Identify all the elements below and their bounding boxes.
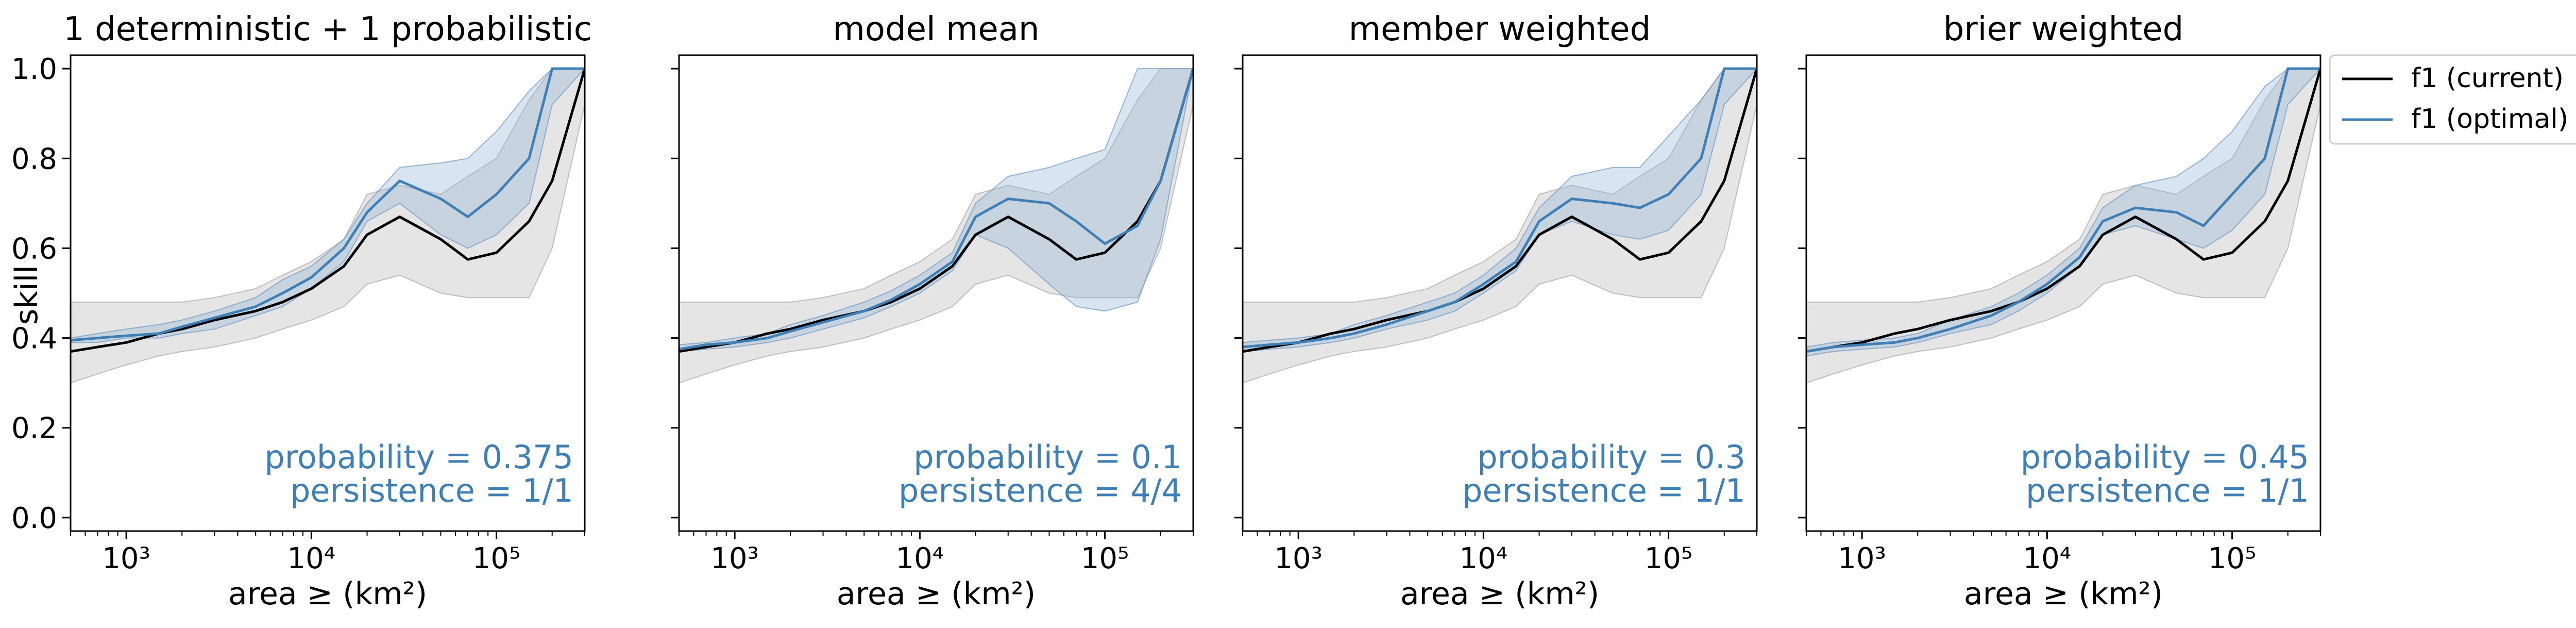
axes-frame: [1805, 54, 2321, 532]
legend-optimal-label: f1 (optimal): [2411, 104, 2568, 135]
x-tick-label: 10⁵: [2208, 542, 2257, 575]
band-series-2: [679, 68, 1193, 352]
y-tick-label: 0.0: [11, 502, 57, 535]
y-tick-label: 1.0: [11, 53, 57, 86]
line-series-1: [1806, 68, 2320, 353]
x-tick-label: 10⁴: [2023, 542, 2072, 575]
x-tick-label: 10³: [1274, 542, 1323, 575]
plot-area: [679, 68, 1193, 384]
annotation-persistence: persistence = 4/4: [899, 472, 1182, 509]
x-tick-label: 10⁴: [287, 542, 336, 575]
x-tick-label: 10³: [102, 542, 150, 575]
band-series-1: [679, 68, 1193, 384]
annotation-persistence: persistence = 1/1: [1462, 472, 1745, 509]
x-tick-label: 10³: [710, 542, 759, 575]
plot-area: [1806, 67, 2320, 384]
y-tick-label: 0.8: [11, 142, 57, 176]
line-series-2: [679, 68, 1193, 351]
y-tick-label: 0.6: [11, 232, 57, 266]
axes-frame: [70, 54, 586, 532]
panel-4: 10³ 10⁴ 10⁵ brier weighted area ≥ (km²) proba…: [1798, 10, 2321, 612]
panel-title: member weighted: [1349, 10, 1651, 48]
plot-area: [1243, 67, 1757, 384]
axes-frame: [1242, 54, 1758, 532]
band-series-2: [1806, 68, 2320, 357]
y-axis-label: skill: [9, 265, 45, 325]
annotation-probability: probability = 0.1: [913, 438, 1182, 476]
x-tick-label: 10³: [1838, 542, 1886, 575]
band-series-1: [71, 68, 585, 384]
axes-frame: [678, 54, 1194, 532]
line-series-2: [1806, 67, 2320, 353]
x-axis-label: area ≥ (km²): [837, 576, 1036, 612]
x-tick-label: 10⁵: [472, 542, 521, 575]
plot-area: [71, 67, 585, 384]
annotation-probability: probability = 0.375: [264, 438, 573, 476]
legend-frame: [2329, 54, 2576, 145]
panel-1: 10³ 10⁴ 10⁵ 0.0 0.2 0.4 0.6 0.8 1.01 determinist…: [11, 10, 592, 612]
x-tick-label: 10⁵: [1081, 542, 1129, 575]
band-series-2: [1243, 68, 1757, 352]
annotation-probability: probability = 0.3: [1477, 438, 1745, 476]
panel-title: 1 deterministic + 1 probabilistic: [63, 10, 592, 48]
y-tick-label: 0.2: [11, 412, 57, 445]
legend: f1 (current) f1 (optimal): [2329, 54, 2576, 145]
x-axis-label: area ≥ (km²): [228, 576, 427, 612]
band-series-1: [1243, 68, 1757, 384]
x-tick-label: 10⁴: [896, 542, 944, 575]
panel-title: brier weighted: [1943, 10, 2184, 48]
panels: 10³ 10⁴ 10⁵ 0.0 0.2 0.4 0.6 0.8 1.01 determinist…: [11, 10, 2321, 612]
band-series-1: [1806, 68, 2320, 384]
line-series-2: [1243, 67, 1757, 349]
x-axis-label: area ≥ (km²): [1964, 576, 2163, 612]
legend-current-label: f1 (current): [2411, 63, 2564, 94]
line-series-1: [1243, 68, 1757, 353]
x-tick-label: 10⁴: [1460, 542, 1508, 575]
x-axis-label: area ≥ (km²): [1400, 576, 1599, 612]
x-tick-label: 10⁵: [1645, 542, 1693, 575]
panel-2: 10³ 10⁴ 10⁵ model mean area ≥ (km²) probabili…: [671, 10, 1194, 612]
annotation-probability: probability = 0.45: [2021, 438, 2309, 476]
line-series-1: [679, 68, 1193, 353]
panel-3: 10³ 10⁴ 10⁵ member weighted area ≥ (km²) prob…: [1234, 10, 1758, 612]
panel-title: model mean: [833, 10, 1039, 48]
y-tick-label: 0.4: [11, 322, 57, 356]
annotation-persistence: persistence = 1/1: [290, 472, 573, 509]
annotation-persistence: persistence = 1/1: [2026, 472, 2309, 509]
line-series-2: [71, 67, 585, 342]
